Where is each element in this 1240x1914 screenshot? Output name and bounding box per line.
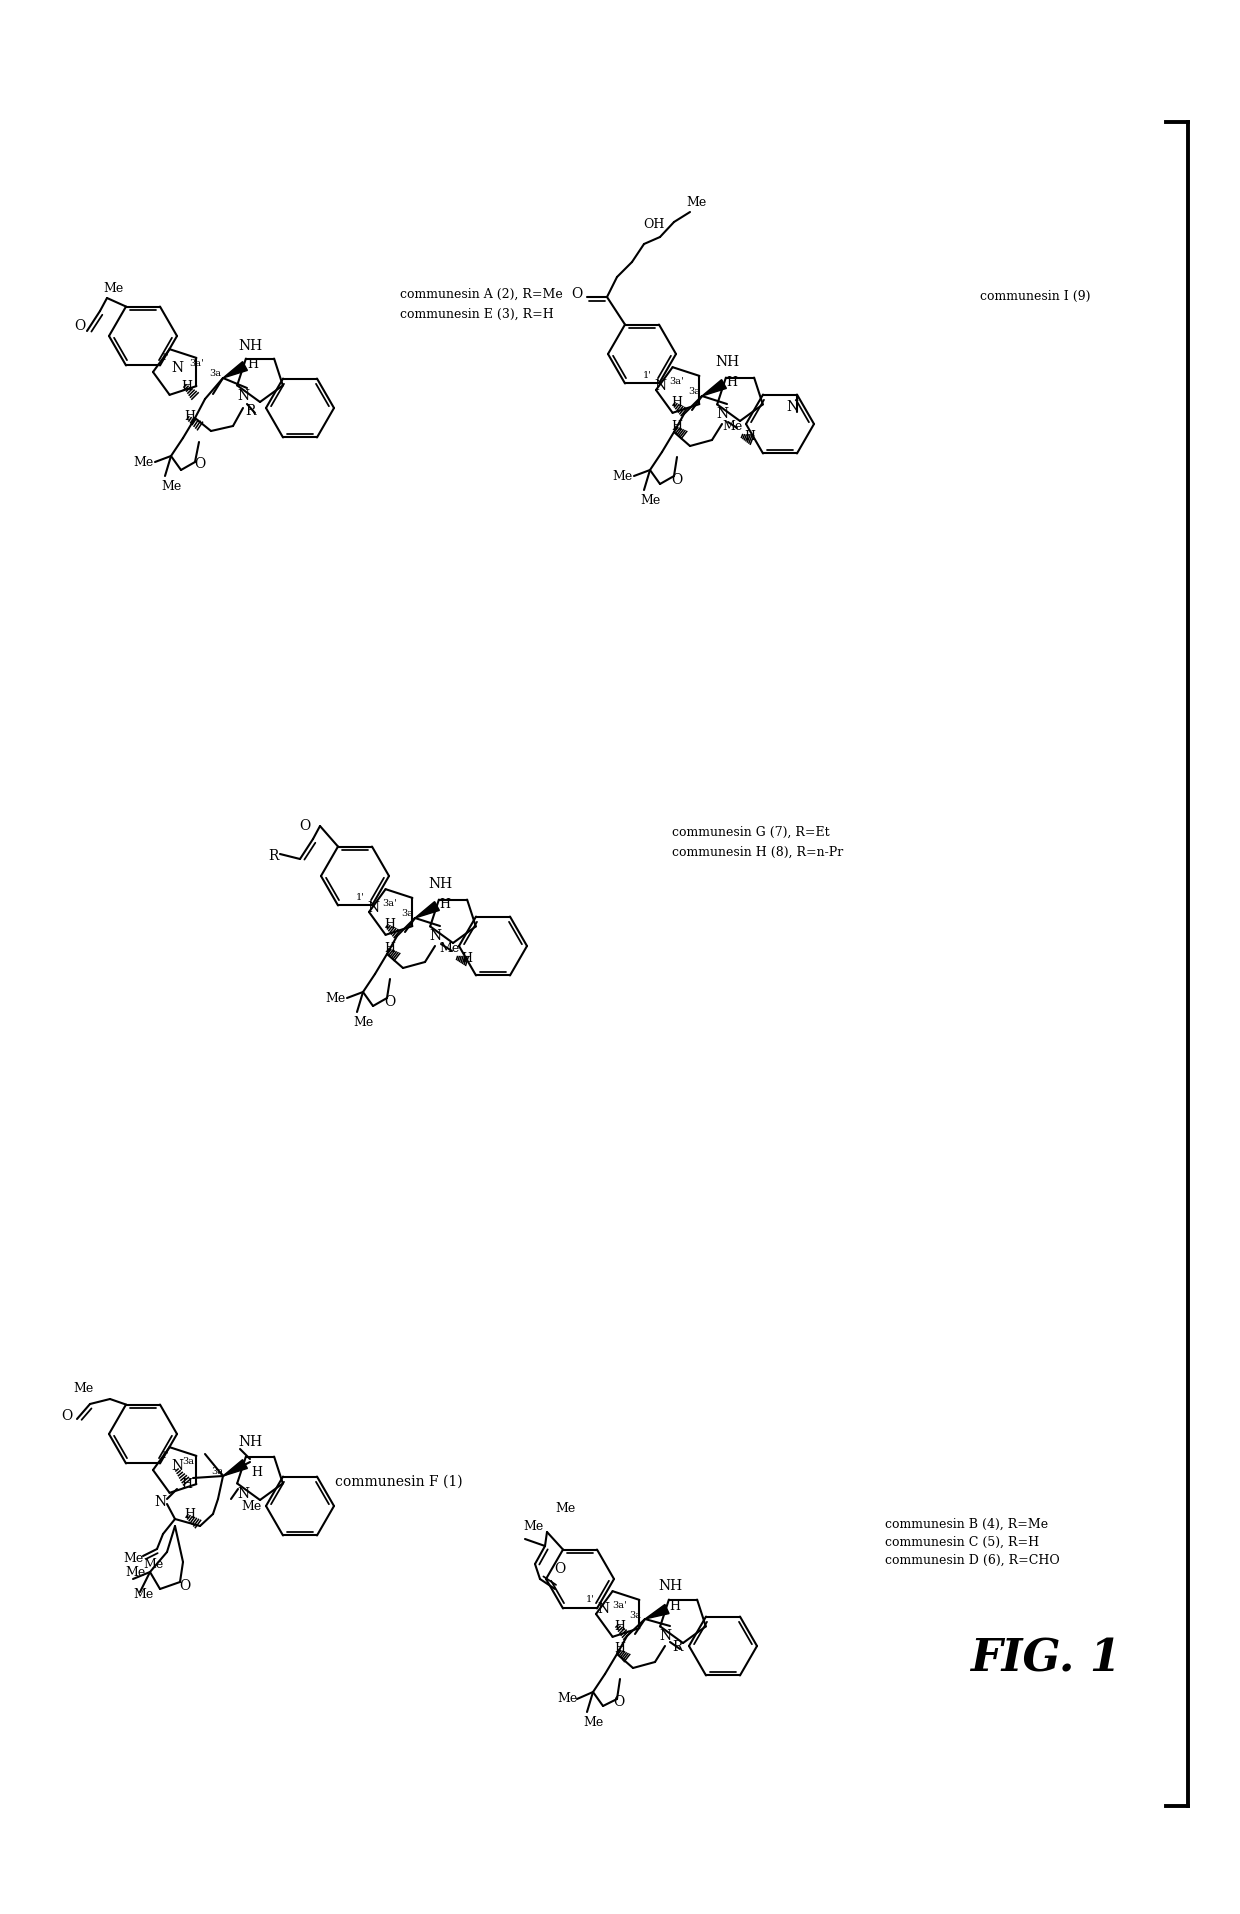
Text: N: N bbox=[658, 1629, 671, 1642]
Text: H: H bbox=[727, 375, 738, 389]
Text: Me: Me bbox=[611, 469, 632, 482]
Text: Me: Me bbox=[123, 1552, 143, 1564]
Text: H: H bbox=[252, 1466, 263, 1478]
Text: N: N bbox=[429, 928, 441, 944]
Text: Me: Me bbox=[325, 991, 345, 1005]
Text: N: N bbox=[154, 1495, 166, 1508]
Text: N: N bbox=[786, 400, 799, 413]
Text: 3a: 3a bbox=[210, 369, 221, 379]
Text: NH: NH bbox=[238, 339, 262, 352]
Text: Me: Me bbox=[583, 1715, 603, 1728]
Text: N: N bbox=[237, 1487, 249, 1501]
Text: communesin B (4), R=Me: communesin B (4), R=Me bbox=[885, 1518, 1048, 1531]
Text: NH: NH bbox=[715, 354, 739, 369]
Text: NH: NH bbox=[658, 1579, 682, 1592]
Text: Me: Me bbox=[133, 456, 153, 469]
Text: O: O bbox=[61, 1409, 73, 1422]
Text: R: R bbox=[672, 1640, 682, 1654]
Text: O: O bbox=[614, 1696, 625, 1709]
Text: 1': 1' bbox=[642, 371, 651, 381]
Text: O: O bbox=[74, 320, 86, 333]
Text: communesin A (2), R=Me: communesin A (2), R=Me bbox=[401, 287, 563, 300]
Text: H: H bbox=[185, 1508, 196, 1520]
Text: communesin C (5), R=H: communesin C (5), R=H bbox=[885, 1535, 1039, 1548]
Text: Me: Me bbox=[133, 1587, 153, 1600]
Text: O: O bbox=[572, 287, 583, 300]
Text: O: O bbox=[299, 819, 311, 833]
Text: 1': 1' bbox=[160, 354, 170, 362]
Text: Me: Me bbox=[103, 283, 123, 295]
Text: communesin E (3), R=H: communesin E (3), R=H bbox=[401, 308, 554, 320]
Text: H: H bbox=[248, 358, 258, 371]
Text: 3a': 3a' bbox=[182, 1457, 197, 1466]
Text: NH: NH bbox=[428, 877, 453, 892]
Text: R: R bbox=[268, 850, 278, 863]
Text: NH: NH bbox=[238, 1436, 262, 1449]
Text: H: H bbox=[461, 953, 472, 965]
Text: communesin F (1): communesin F (1) bbox=[335, 1476, 463, 1489]
Text: H: H bbox=[615, 1619, 625, 1633]
Text: Me: Me bbox=[554, 1502, 575, 1516]
Text: N: N bbox=[715, 408, 728, 421]
Text: Me: Me bbox=[241, 1499, 262, 1512]
Text: Me: Me bbox=[686, 195, 706, 209]
Text: O: O bbox=[180, 1579, 191, 1592]
Text: H: H bbox=[181, 379, 192, 392]
Text: Me: Me bbox=[557, 1692, 577, 1705]
Polygon shape bbox=[702, 379, 727, 396]
Polygon shape bbox=[645, 1604, 670, 1619]
Text: 1': 1' bbox=[585, 1596, 594, 1604]
Text: N: N bbox=[596, 1602, 609, 1615]
Text: communesin H (8), R=n-Pr: communesin H (8), R=n-Pr bbox=[672, 846, 843, 859]
Polygon shape bbox=[415, 901, 439, 919]
Text: 1': 1' bbox=[160, 1451, 170, 1460]
Text: Me: Me bbox=[73, 1382, 93, 1395]
Text: H: H bbox=[672, 419, 682, 433]
Text: 3a': 3a' bbox=[613, 1602, 627, 1610]
Text: 3a: 3a bbox=[211, 1468, 223, 1476]
Text: H: H bbox=[439, 898, 450, 911]
Text: O: O bbox=[195, 457, 206, 471]
Text: N: N bbox=[171, 1458, 184, 1474]
Polygon shape bbox=[223, 362, 248, 377]
Text: Me: Me bbox=[523, 1520, 543, 1533]
Text: N: N bbox=[367, 901, 379, 915]
Text: communesin I (9): communesin I (9) bbox=[980, 289, 1090, 302]
Text: Me: Me bbox=[161, 480, 181, 492]
Text: N: N bbox=[653, 379, 666, 392]
Text: 1': 1' bbox=[356, 894, 365, 903]
Text: communesin G (7), R=Et: communesin G (7), R=Et bbox=[672, 825, 830, 838]
Text: H: H bbox=[615, 1642, 625, 1656]
Text: N: N bbox=[237, 389, 249, 404]
Text: 3a: 3a bbox=[629, 1612, 641, 1621]
Text: 3a': 3a' bbox=[190, 360, 205, 369]
Text: 3a': 3a' bbox=[670, 377, 684, 387]
Polygon shape bbox=[223, 1460, 248, 1476]
Text: H: H bbox=[181, 1478, 192, 1491]
Text: H: H bbox=[384, 917, 396, 930]
Text: communesin D (6), R=CHO: communesin D (6), R=CHO bbox=[885, 1554, 1060, 1566]
Text: Me: Me bbox=[722, 419, 742, 433]
Text: O: O bbox=[671, 473, 683, 486]
Text: O: O bbox=[554, 1562, 565, 1575]
Text: 3a: 3a bbox=[688, 387, 701, 396]
Text: 3a': 3a' bbox=[383, 900, 397, 909]
Text: Me: Me bbox=[439, 942, 459, 955]
Text: H: H bbox=[670, 1600, 681, 1612]
Text: 3a: 3a bbox=[401, 909, 413, 919]
Text: Me: Me bbox=[143, 1558, 164, 1571]
Text: H: H bbox=[384, 942, 396, 955]
Text: Me: Me bbox=[640, 494, 660, 507]
Text: H: H bbox=[744, 431, 755, 444]
Text: H: H bbox=[672, 396, 682, 408]
Text: Me: Me bbox=[353, 1016, 373, 1028]
Text: N: N bbox=[171, 362, 184, 375]
Text: H: H bbox=[185, 410, 196, 423]
Text: OH: OH bbox=[644, 218, 665, 230]
Text: FIG. 1: FIG. 1 bbox=[970, 1638, 1121, 1680]
Text: R: R bbox=[244, 404, 255, 417]
Text: Me: Me bbox=[125, 1566, 145, 1579]
Text: O: O bbox=[384, 995, 396, 1009]
